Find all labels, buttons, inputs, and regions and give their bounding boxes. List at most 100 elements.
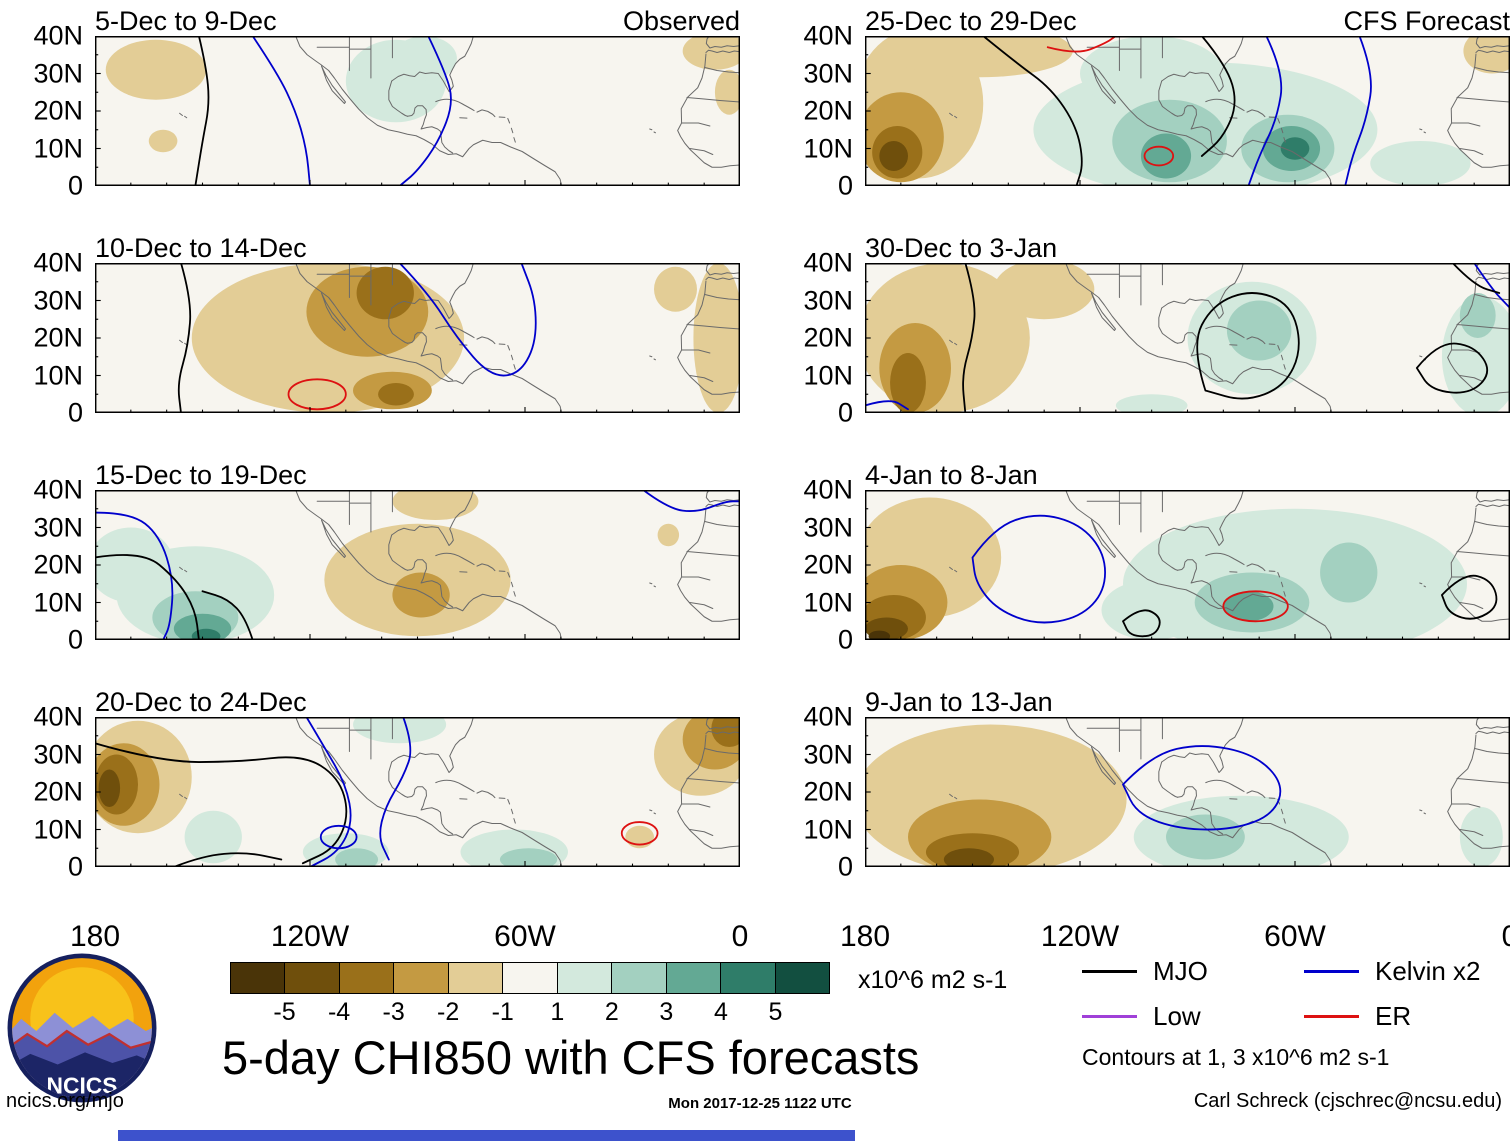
anomaly-region [879, 141, 908, 171]
panel-title: 15-Dec to 19-Dec [95, 460, 307, 490]
y-axis-labels: 40N 30N 20N 10N 0 [760, 248, 865, 428]
footer-site-url: ncics.org/mjo [6, 1090, 124, 1112]
anomaly-region [711, 717, 740, 747]
ncics-logo: NCICS [7, 953, 157, 1103]
y-tick-label: 10N [33, 133, 83, 163]
contour-MJO [1451, 263, 1501, 294]
colorbar-tick: -2 [437, 998, 460, 1026]
colorbar-tick: 1 [550, 998, 565, 1026]
anomaly-region [1101, 580, 1202, 640]
contour-MJO [95, 554, 200, 640]
y-axis-labels: 40N 30N 20N 10N 0 [0, 702, 95, 882]
x-tick-label: 120W [270, 920, 350, 953]
anomaly-region [184, 810, 242, 864]
contour-Kelvin [379, 717, 412, 861]
x-tick-label: 120W [1040, 920, 1120, 953]
y-axis-labels: 40N 30N 20N 10N 0 [760, 475, 865, 655]
map-plot [865, 36, 1510, 186]
y-tick-label: 10N [803, 360, 853, 390]
x-tick-label: 60W [1264, 920, 1326, 953]
y-tick-label: 30N [33, 285, 83, 315]
contour-MJO [1441, 574, 1498, 620]
panel-header: 15-Dec to 19-Dec [95, 460, 740, 490]
y-tick-label: 40N [33, 20, 83, 51]
colorbar-swatch [611, 962, 667, 994]
anomaly-region [1459, 293, 1496, 338]
map-plot [865, 263, 1510, 413]
map-plot [95, 263, 740, 413]
y-tick-label: 20N [33, 776, 83, 807]
contour-MJO [177, 263, 192, 413]
legend-item-mjo: MJO [1082, 956, 1288, 987]
anomaly-region [378, 383, 414, 406]
y-tick-label: 20N [33, 322, 83, 353]
contour-MJO [95, 742, 348, 865]
legend-note: Contours at 1, 3 x10^6 m2 s-1 [1082, 1044, 1390, 1070]
legend-line-sample [1082, 970, 1137, 973]
y-tick-label: 30N [33, 58, 83, 88]
anomaly-region [1080, 36, 1224, 111]
contour-MJO [962, 263, 976, 413]
legend-line-sample [1304, 970, 1359, 973]
colorbar-swatch [447, 962, 504, 994]
x-tick-label: 0 [1502, 920, 1510, 954]
contour-Kelvin [1122, 745, 1282, 831]
panel-title: 20-Dec to 24-Dec [95, 687, 307, 717]
y-axis-labels: 40N 30N 20N 10N 0 [0, 248, 95, 428]
anomaly-region [392, 36, 457, 81]
colorbar [230, 962, 830, 994]
x-tick-label: 0 [731, 920, 749, 953]
map-plot [865, 490, 1510, 640]
panel-header: 5-Dec to 9-Dec Observed [95, 6, 740, 36]
anomaly-region [1166, 814, 1245, 860]
x-tick-label: 60W [494, 920, 556, 953]
y-tick-label: 0 [837, 170, 853, 201]
contour-ER [1143, 145, 1175, 167]
anomaly-region [353, 717, 447, 744]
y-tick-label: 0 [67, 170, 83, 201]
anomaly-region [392, 572, 450, 618]
legend-label: MJO [1153, 956, 1208, 986]
y-tick-label: 20N [803, 322, 853, 353]
y-axis-labels: 40N 30N 20N 10N 0 [760, 21, 865, 201]
contour-MJO [172, 852, 283, 867]
map-grid: 5-Dec to 9-Dec Observed 40N 30N 20N 10N 0 10-De… [0, 6, 1510, 954]
colorbar-tick: -5 [273, 998, 296, 1026]
y-tick-label: 20N [33, 549, 83, 580]
anomaly-region [95, 527, 174, 603]
anomaly-region [499, 848, 558, 867]
legend-item-low: Low [1082, 1001, 1288, 1032]
colorbar-tick: 2 [604, 998, 619, 1026]
y-tick-label: 0 [837, 851, 853, 882]
contour-Kelvin [95, 511, 174, 640]
anomaly-region [1459, 807, 1503, 867]
colorbar-swatch [774, 962, 830, 994]
footer-timestamp: Mon 2017-12-25 1122 UTC [668, 1095, 852, 1112]
legend-label: ER [1375, 1001, 1412, 1031]
panel-header: 30-Dec to 3-Jan [865, 233, 1510, 263]
map-panel: 5-Dec to 9-Dec Observed 40N 30N 20N 10N 0 [0, 6, 740, 201]
colorbar-swatch [502, 962, 558, 994]
colorbar-tick: -1 [491, 998, 514, 1026]
column-label: CFS Forecast [1343, 6, 1510, 36]
map-panel: 25-Dec to 29-Dec CFS Forecast 40N 30N 20N 10N… [760, 6, 1510, 201]
contour-MJO [1200, 36, 1236, 157]
colorbar-swatch [393, 962, 449, 994]
anomaly-region [625, 825, 654, 849]
y-tick-label: 30N [33, 739, 83, 769]
y-tick-label: 30N [803, 285, 853, 315]
y-tick-label: 0 [67, 397, 83, 428]
contour-Kelvin [398, 263, 537, 377]
y-tick-label: 0 [837, 624, 853, 655]
y-axis-labels: 40N 30N 20N 10N 0 [760, 702, 865, 882]
y-tick-label: 30N [803, 739, 853, 769]
colorbar-swatch [665, 962, 722, 994]
anomaly-region [148, 129, 178, 153]
y-tick-label: 10N [33, 814, 83, 844]
bottom-blue-bar [118, 1130, 855, 1141]
colorbar-swatch [338, 962, 395, 994]
map-panel: 9-Jan to 13-Jan 40N 30N 20N 10N 0 [760, 687, 1510, 882]
y-tick-label: 10N [33, 587, 83, 617]
panel-title: 5-Dec to 9-Dec [95, 6, 277, 36]
y-tick-label: 40N [33, 474, 83, 505]
